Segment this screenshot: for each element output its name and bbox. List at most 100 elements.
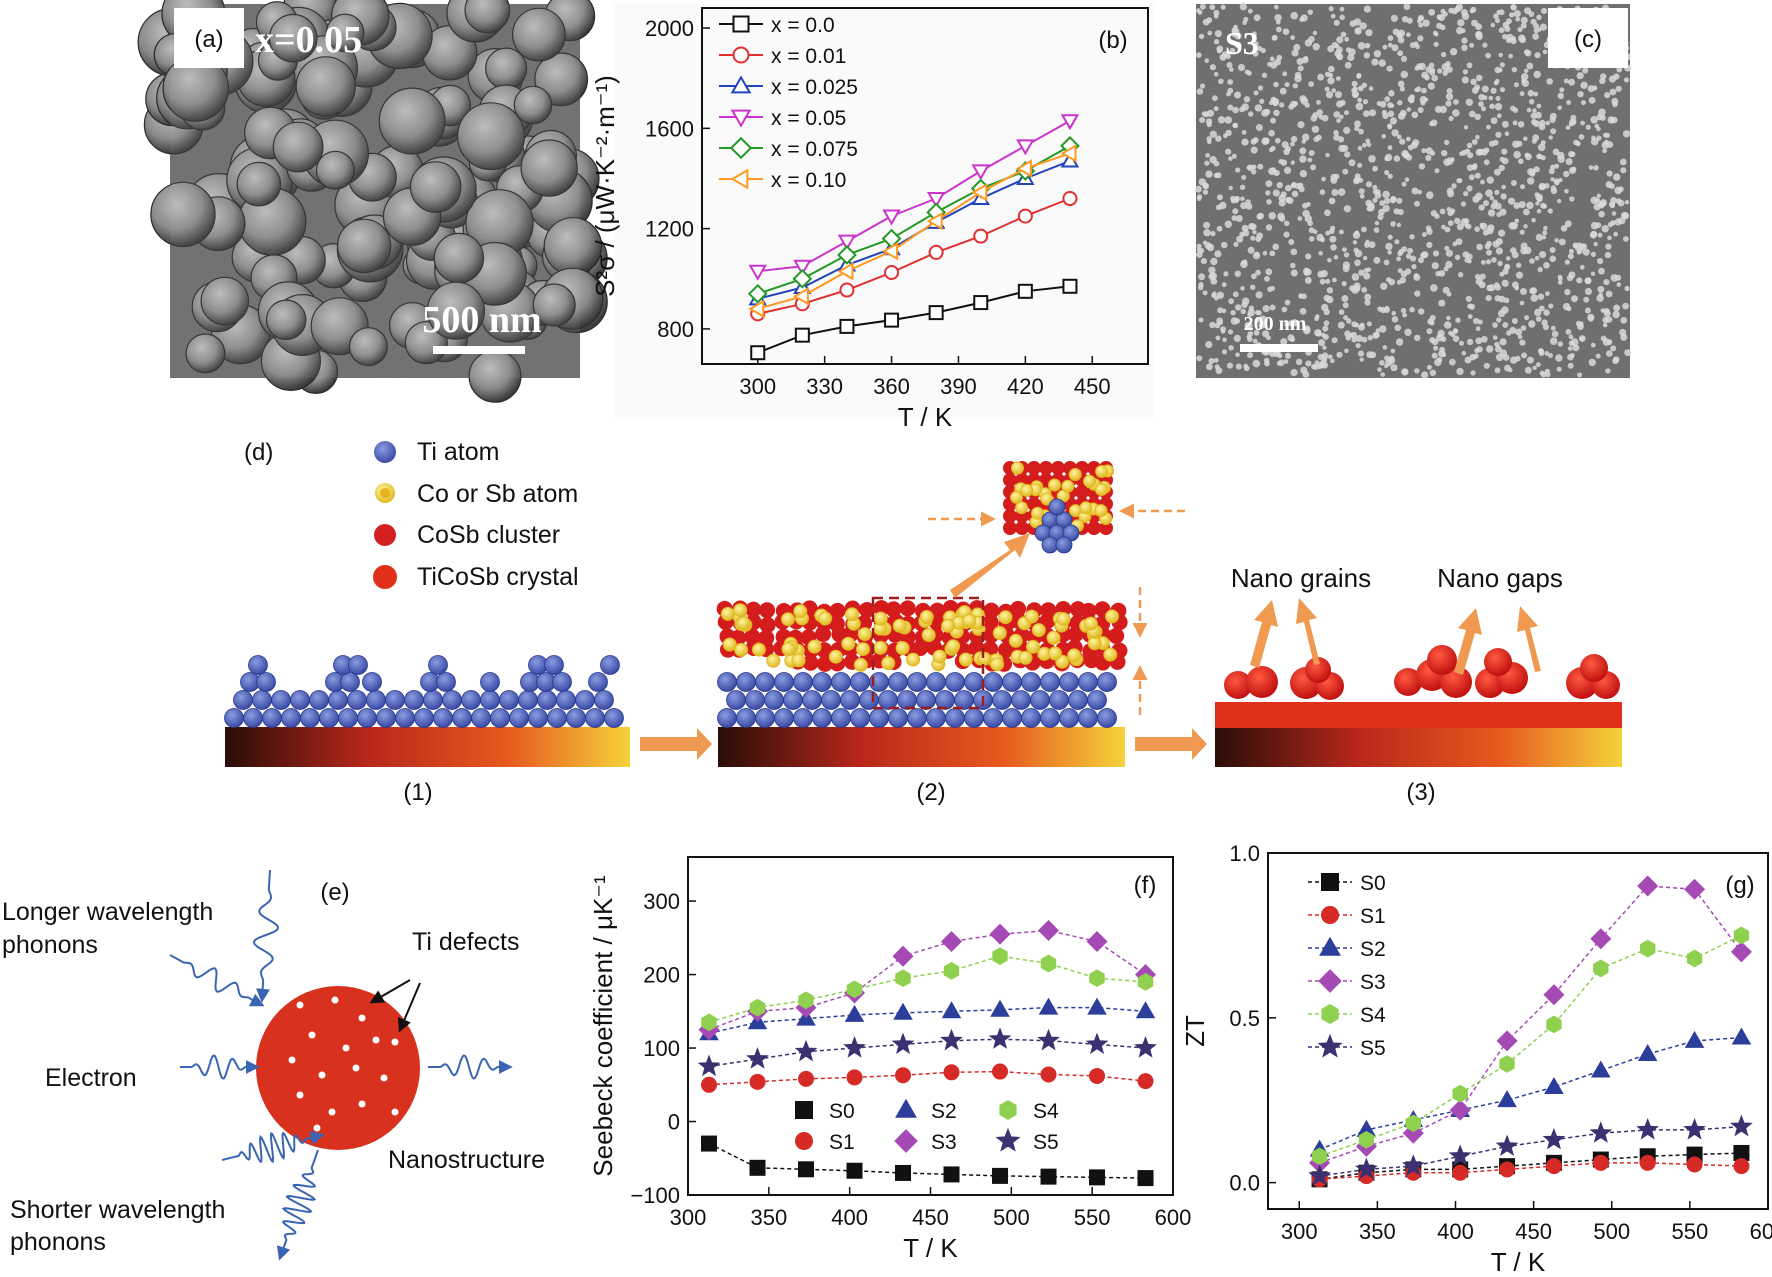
sem-nanodot	[1259, 98, 1265, 104]
sem-nanodot	[1266, 199, 1272, 205]
sem-nanodot	[1598, 267, 1605, 275]
sem-nanodot	[1491, 257, 1497, 263]
sem-nanodot	[1373, 50, 1382, 58]
co-sb-atom	[1083, 616, 1098, 631]
sem-nanodot	[1333, 130, 1339, 136]
sem-nanodot	[1624, 349, 1632, 357]
sem-nanodot	[1275, 137, 1281, 144]
plot-frame	[701, 7, 1149, 365]
ti-atom	[888, 672, 908, 692]
sem-nanodot	[1271, 35, 1278, 41]
sem-nanodot	[1445, 260, 1453, 269]
sem-nanodot	[1247, 352, 1254, 359]
sem-nanodot	[1273, 109, 1280, 117]
sem-nanodot	[1426, 364, 1432, 370]
sem-nanodot	[1291, 190, 1299, 198]
sem-nanodot	[1357, 145, 1363, 151]
co-sb-atom	[856, 642, 870, 657]
sem-nanodot	[1318, 339, 1326, 347]
legend-marker	[995, 1127, 1021, 1152]
sem-nanodot	[1435, 270, 1441, 277]
sem-nanodot	[1443, 321, 1452, 329]
sem-nanodot	[1494, 103, 1503, 111]
sem-nanodot	[1541, 319, 1548, 326]
sem-nanodot	[1197, 284, 1204, 291]
sem-nanodot	[1517, 121, 1525, 128]
sem-nanodot	[1604, 92, 1611, 99]
sem-nanodot	[1391, 316, 1399, 323]
sem-nanodot	[1214, 29, 1222, 38]
sem-nanodot	[1251, 169, 1257, 175]
panel-g: 3003504004505005506000.00.51.0T / KZTS0S…	[1180, 841, 1772, 1277]
sem-nanodot	[1495, 131, 1502, 138]
co-sb-atom	[857, 627, 872, 642]
sem-nanodot	[1417, 35, 1424, 42]
sem-nanodot	[1421, 87, 1427, 94]
sem-nanodot	[1550, 128, 1557, 135]
sem-nanodot	[1519, 339, 1526, 346]
panel-label-e: (e)	[320, 879, 349, 906]
ti-atom	[755, 672, 775, 692]
sem-nanodot	[1231, 153, 1237, 159]
co-sb-atom	[998, 610, 1013, 625]
chart-g: 3003504004505005506000.00.51.0T / KZTS0S…	[1180, 841, 1772, 1277]
sem-nanodot	[1199, 3, 1206, 10]
sem-nanodot	[1564, 189, 1569, 194]
sem-nanodot	[1284, 299, 1291, 306]
sem-nanodot	[1216, 194, 1223, 201]
ti-atom	[926, 708, 946, 728]
sem-nanodot	[1205, 153, 1210, 158]
co-sb-atom	[720, 606, 735, 621]
sem-nanodot	[1302, 133, 1310, 141]
sem-nanodot	[1447, 220, 1454, 227]
sem-nanodot	[1441, 224, 1446, 230]
ti-atom	[404, 690, 424, 710]
sem-nanodot	[1582, 248, 1590, 256]
data-point	[1448, 1144, 1472, 1166]
cosb-atom	[1039, 461, 1053, 475]
sem-nanodot	[1255, 269, 1261, 276]
ti-atom	[385, 690, 405, 710]
legend-entry: S3	[931, 1131, 957, 1154]
sem-nanodot	[1464, 223, 1470, 228]
sem-nanodot	[1241, 175, 1247, 180]
cosb-atom	[1099, 521, 1113, 535]
co-sb-atom	[881, 656, 896, 671]
substrate-3	[1215, 727, 1622, 767]
ti-atom	[840, 690, 860, 710]
sem-nanodot	[1391, 311, 1396, 316]
sem-nanodot	[1206, 109, 1215, 117]
zoom-arrow	[950, 533, 1030, 598]
panel-label-box	[1548, 8, 1628, 68]
sem-nanodot	[1429, 369, 1437, 376]
ti-atom	[745, 690, 765, 710]
ti-defect	[342, 1044, 350, 1052]
sem-nanodot	[1268, 212, 1276, 220]
series-line-x-0-01	[757, 197, 1071, 315]
legend-marker	[730, 109, 752, 128]
shorter-phonons-label: phonons	[10, 1228, 106, 1256]
sem-nanodot	[1227, 104, 1234, 111]
data-point	[1358, 1130, 1375, 1149]
cosb-atom	[899, 600, 916, 617]
sem-nanodot	[1530, 18, 1537, 25]
ti-atom	[878, 690, 898, 710]
sem-nanodot	[1590, 342, 1596, 348]
ti-atom	[588, 672, 608, 692]
ti-atom	[1041, 536, 1059, 554]
ti-atom	[262, 708, 282, 728]
substrate-1	[225, 727, 630, 767]
sem-nanodot	[1528, 11, 1535, 17]
sem-nanodot	[1458, 178, 1463, 183]
data-point	[892, 945, 914, 967]
sem-nanodot	[1468, 110, 1476, 118]
ti-atom	[357, 708, 377, 728]
sem-nanodot	[1606, 350, 1613, 357]
sem-nanodot	[1461, 76, 1469, 84]
legend-marker	[729, 136, 753, 160]
cosb-atom	[859, 601, 876, 618]
sem-nanodot	[1449, 48, 1458, 56]
sem-nanodot	[1247, 308, 1256, 317]
sem-nanodot	[1354, 125, 1360, 132]
sem-nanodot	[1591, 138, 1599, 146]
